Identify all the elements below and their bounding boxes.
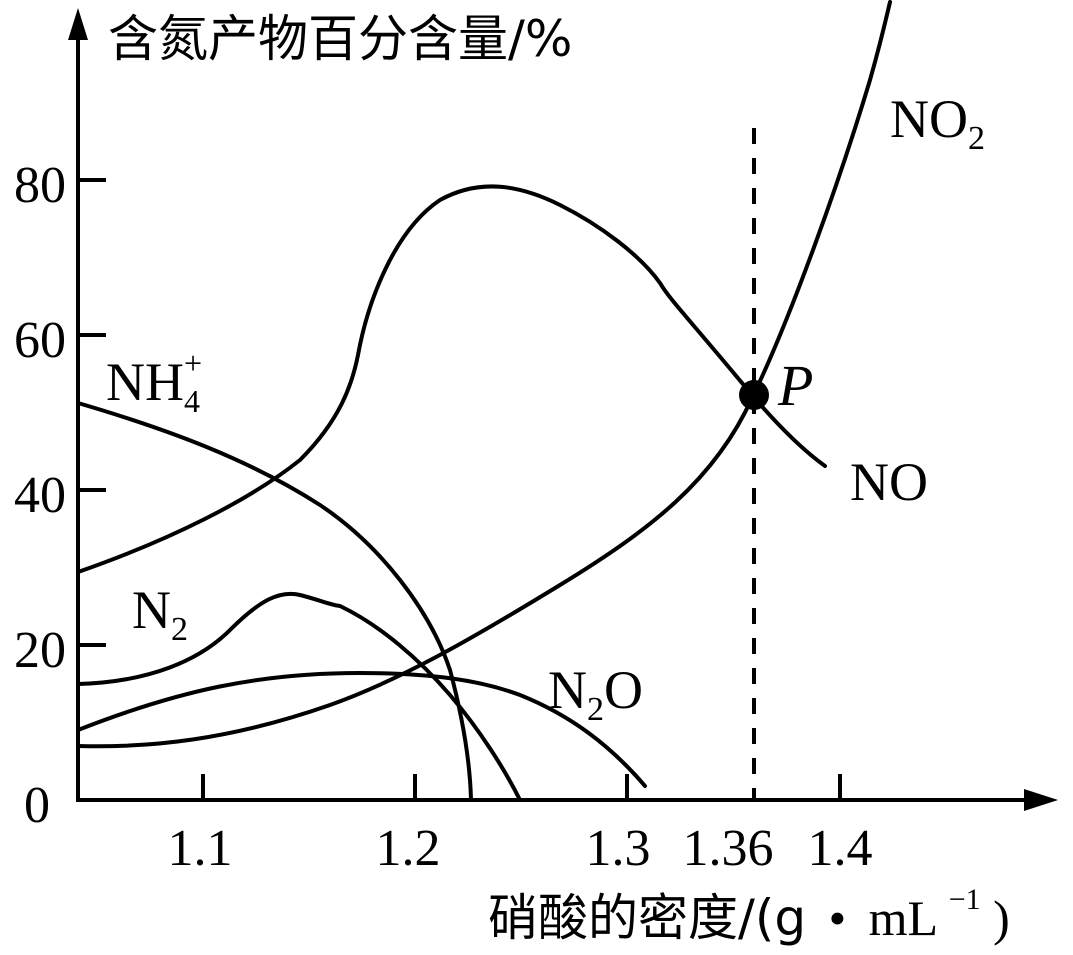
x-tick-labels: 1.1 1.2 1.3 1.36 1.4 — [168, 820, 873, 877]
y-tick-label-60: 60 — [14, 312, 66, 369]
axes — [68, 8, 1058, 811]
y-tick-label-0: 0 — [24, 777, 50, 834]
curve-n2 — [76, 591, 522, 802]
curve-no — [76, 184, 827, 574]
x-axis-arrow-icon — [1024, 789, 1058, 811]
x-tick-label-1.3: 1.3 — [586, 820, 651, 877]
x-ticks — [201, 774, 842, 800]
x-axis-title-main: 硝酸的密度/(g — [488, 889, 806, 947]
y-tick-labels: 0 20 40 60 80 — [14, 157, 66, 834]
curve-nh4 — [76, 401, 473, 802]
label-n2o: N2O — [548, 660, 643, 728]
y-ticks — [78, 178, 106, 647]
x-axis-title-unit: mL — [869, 890, 937, 946]
y-axis-arrow-icon — [68, 8, 88, 40]
curve-no2 — [76, 0, 892, 749]
point-p-label: P — [777, 353, 813, 418]
x-axis-title: 硝酸的密度/(g • mL −1 ) — [488, 864, 1010, 947]
x-tick-label-1.36: 1.36 — [683, 820, 774, 877]
label-nh4: NH4+ — [106, 345, 202, 419]
curve-n2o — [76, 671, 647, 788]
point-p-marker — [739, 380, 769, 410]
label-n2: N2 — [132, 580, 188, 648]
x-axis-title-close: ) — [993, 890, 1010, 946]
y-axis-title: 含氮产物百分含量/% — [108, 10, 572, 68]
svg-text:硝酸的密度/(g • mL: 硝酸的密度/(g • mL −1 ) — [488, 864, 1010, 947]
x-tick-label-1.2: 1.2 — [376, 820, 441, 877]
y-tick-label-20: 20 — [14, 622, 66, 679]
y-tick-label-40: 40 — [14, 467, 66, 524]
x-tick-label-1.4: 1.4 — [808, 820, 873, 877]
x-axis-title-sup: −1 — [949, 883, 981, 916]
label-no: NO — [850, 452, 928, 512]
y-tick-label-80: 80 — [14, 157, 66, 214]
label-no2: NO2 — [890, 89, 985, 157]
x-tick-label-1.1: 1.1 — [168, 820, 233, 877]
x-axis-title-dot: • — [829, 890, 847, 946]
series-curves — [76, 0, 892, 802]
